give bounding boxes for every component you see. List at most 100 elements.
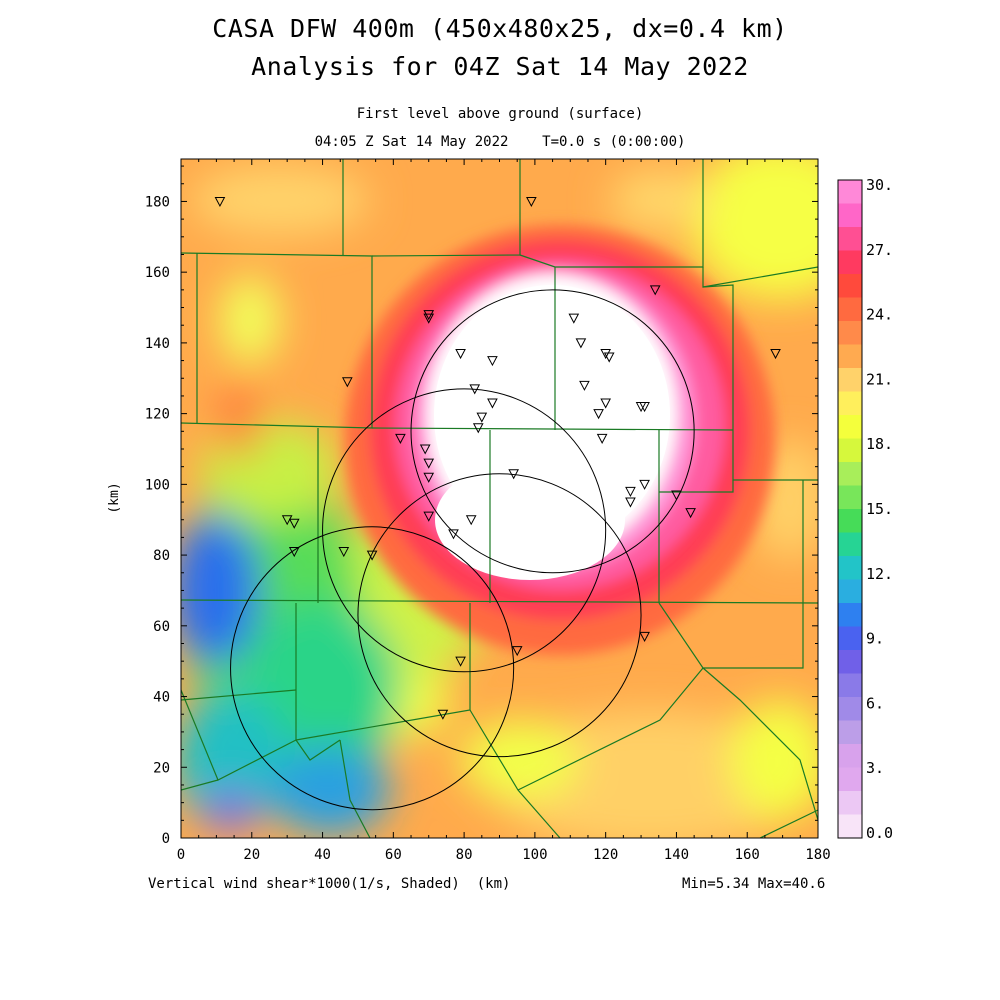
y-tick-label: 60 <box>153 619 170 635</box>
colorbar-segment <box>838 250 862 275</box>
chart-subtitle-level: First level above ground (surface) <box>356 106 644 122</box>
colorbar-segment <box>838 767 862 792</box>
x-tick-label: 60 <box>385 847 402 863</box>
shaded-field <box>181 159 818 838</box>
chart-subtitle-valid-time: 04:05 Z Sat 14 May 2022 T=0.0 s (0:00:00… <box>314 134 686 150</box>
station-marker <box>526 196 537 208</box>
station-marker <box>639 631 650 642</box>
colorbar-label: 6. <box>866 694 884 712</box>
colorbar-segment <box>838 603 862 627</box>
colorbar-label: 0.0 <box>866 824 893 842</box>
station-marker <box>288 518 300 529</box>
x-tick-label: 140 <box>664 847 689 863</box>
colorbar-segment <box>838 791 862 815</box>
station-marker <box>288 547 300 558</box>
station-marker <box>281 515 293 526</box>
radar-ring-1 <box>410 289 695 574</box>
colorbar-segment <box>838 321 862 345</box>
station-marker <box>625 497 636 508</box>
station-marker <box>603 352 615 363</box>
colorbar-segment <box>838 650 862 674</box>
station-marker <box>448 529 459 540</box>
station-marker <box>625 486 636 497</box>
radar-ring-4 <box>230 526 515 811</box>
station-marker <box>685 508 696 519</box>
y-tick-label: 140 <box>145 336 170 352</box>
x-tick-label: 160 <box>735 847 760 863</box>
station-marker <box>395 433 406 444</box>
y-tick-label: 160 <box>145 265 170 281</box>
y-tick-label: 180 <box>145 194 170 210</box>
y-tick-label: 20 <box>153 760 170 776</box>
min-max-label: Min=5.34 Max=40.6 <box>682 876 826 892</box>
x-tick-label: 180 <box>805 847 830 863</box>
station-marker <box>593 409 604 420</box>
station-marker <box>472 423 484 434</box>
axis-ticks <box>180 159 819 839</box>
chart-title: CASA DFW 400m (450x480x25, dx=0.4 km) <box>212 14 788 43</box>
colorbar-segment <box>838 368 862 392</box>
station-marker <box>600 349 611 360</box>
colorbar-segment <box>838 180 862 204</box>
station-marker <box>423 511 435 522</box>
x-tick-label: 40 <box>314 847 331 863</box>
station-marker <box>487 356 498 367</box>
colorbar-segment <box>838 227 862 251</box>
station-marker <box>423 458 435 469</box>
colorbar-segment <box>838 274 862 298</box>
x-tick-label: 120 <box>593 847 618 863</box>
station-marker <box>487 398 498 409</box>
colorbar-label: 30. <box>866 176 893 194</box>
colorbar-label: 3. <box>866 759 884 777</box>
colorbar-segment <box>838 203 862 228</box>
colorbar-segment <box>838 697 862 721</box>
y-tick-label: 80 <box>153 548 170 564</box>
station-marker <box>671 490 682 501</box>
x-tick-label: 80 <box>456 847 473 863</box>
x-tick-label: 100 <box>522 847 547 863</box>
station-marker <box>770 349 781 360</box>
colorbar-segment <box>838 814 862 839</box>
station-marker <box>511 646 523 657</box>
colorbar-segment <box>838 579 862 604</box>
colorbar-label: 18. <box>866 435 893 453</box>
colorbar-segment <box>838 720 862 745</box>
station-marker <box>423 472 435 483</box>
station-marker <box>575 338 587 349</box>
colorbar-labels: 30. 27. 24. 21. 18. 15. 12. 9. 6. 3. 0.0 <box>866 176 893 842</box>
colorbar-segment <box>838 485 862 510</box>
station-marker <box>437 709 449 720</box>
colorbar-segment <box>838 415 862 439</box>
colorbar-label: 21. <box>866 370 893 388</box>
colorbar-label: 24. <box>866 306 893 324</box>
station-marker <box>338 547 350 558</box>
x-tick-label: 20 <box>243 847 260 863</box>
station-marker <box>600 398 611 409</box>
station-marker <box>214 196 226 208</box>
colorbar-segment <box>838 297 862 322</box>
station-marker <box>568 313 580 324</box>
colorbar-label: 9. <box>866 630 884 648</box>
station-marker <box>639 402 650 413</box>
y-axis-tick-labels: 0 20 40 60 80 100 120 140 160 180 <box>145 194 170 847</box>
colorbar-segment <box>838 509 862 533</box>
y-axis-label: (km) <box>107 482 122 513</box>
chart-title-time: Analysis for 04Z Sat 14 May 2022 <box>251 52 749 81</box>
colorbar-frame <box>837 179 863 839</box>
colorbar-segment <box>838 344 862 369</box>
colorbar-label: 15. <box>866 500 893 518</box>
station-marker <box>341 377 353 388</box>
y-tick-label: 0 <box>162 831 170 847</box>
station-marker <box>423 310 435 321</box>
station-marker <box>455 656 466 667</box>
colorbar-segment <box>838 532 862 557</box>
colorbar-segment <box>838 744 862 768</box>
y-tick-label: 100 <box>145 477 170 493</box>
county-boundaries <box>181 159 818 838</box>
station-marker <box>423 313 435 324</box>
station-marker <box>419 444 431 455</box>
y-tick-label: 120 <box>145 407 170 423</box>
colorbar-segment <box>838 462 862 486</box>
variable-label: Vertical wind shear*1000(1/s, Shaded) (k… <box>148 876 511 892</box>
station-marker <box>455 349 466 360</box>
